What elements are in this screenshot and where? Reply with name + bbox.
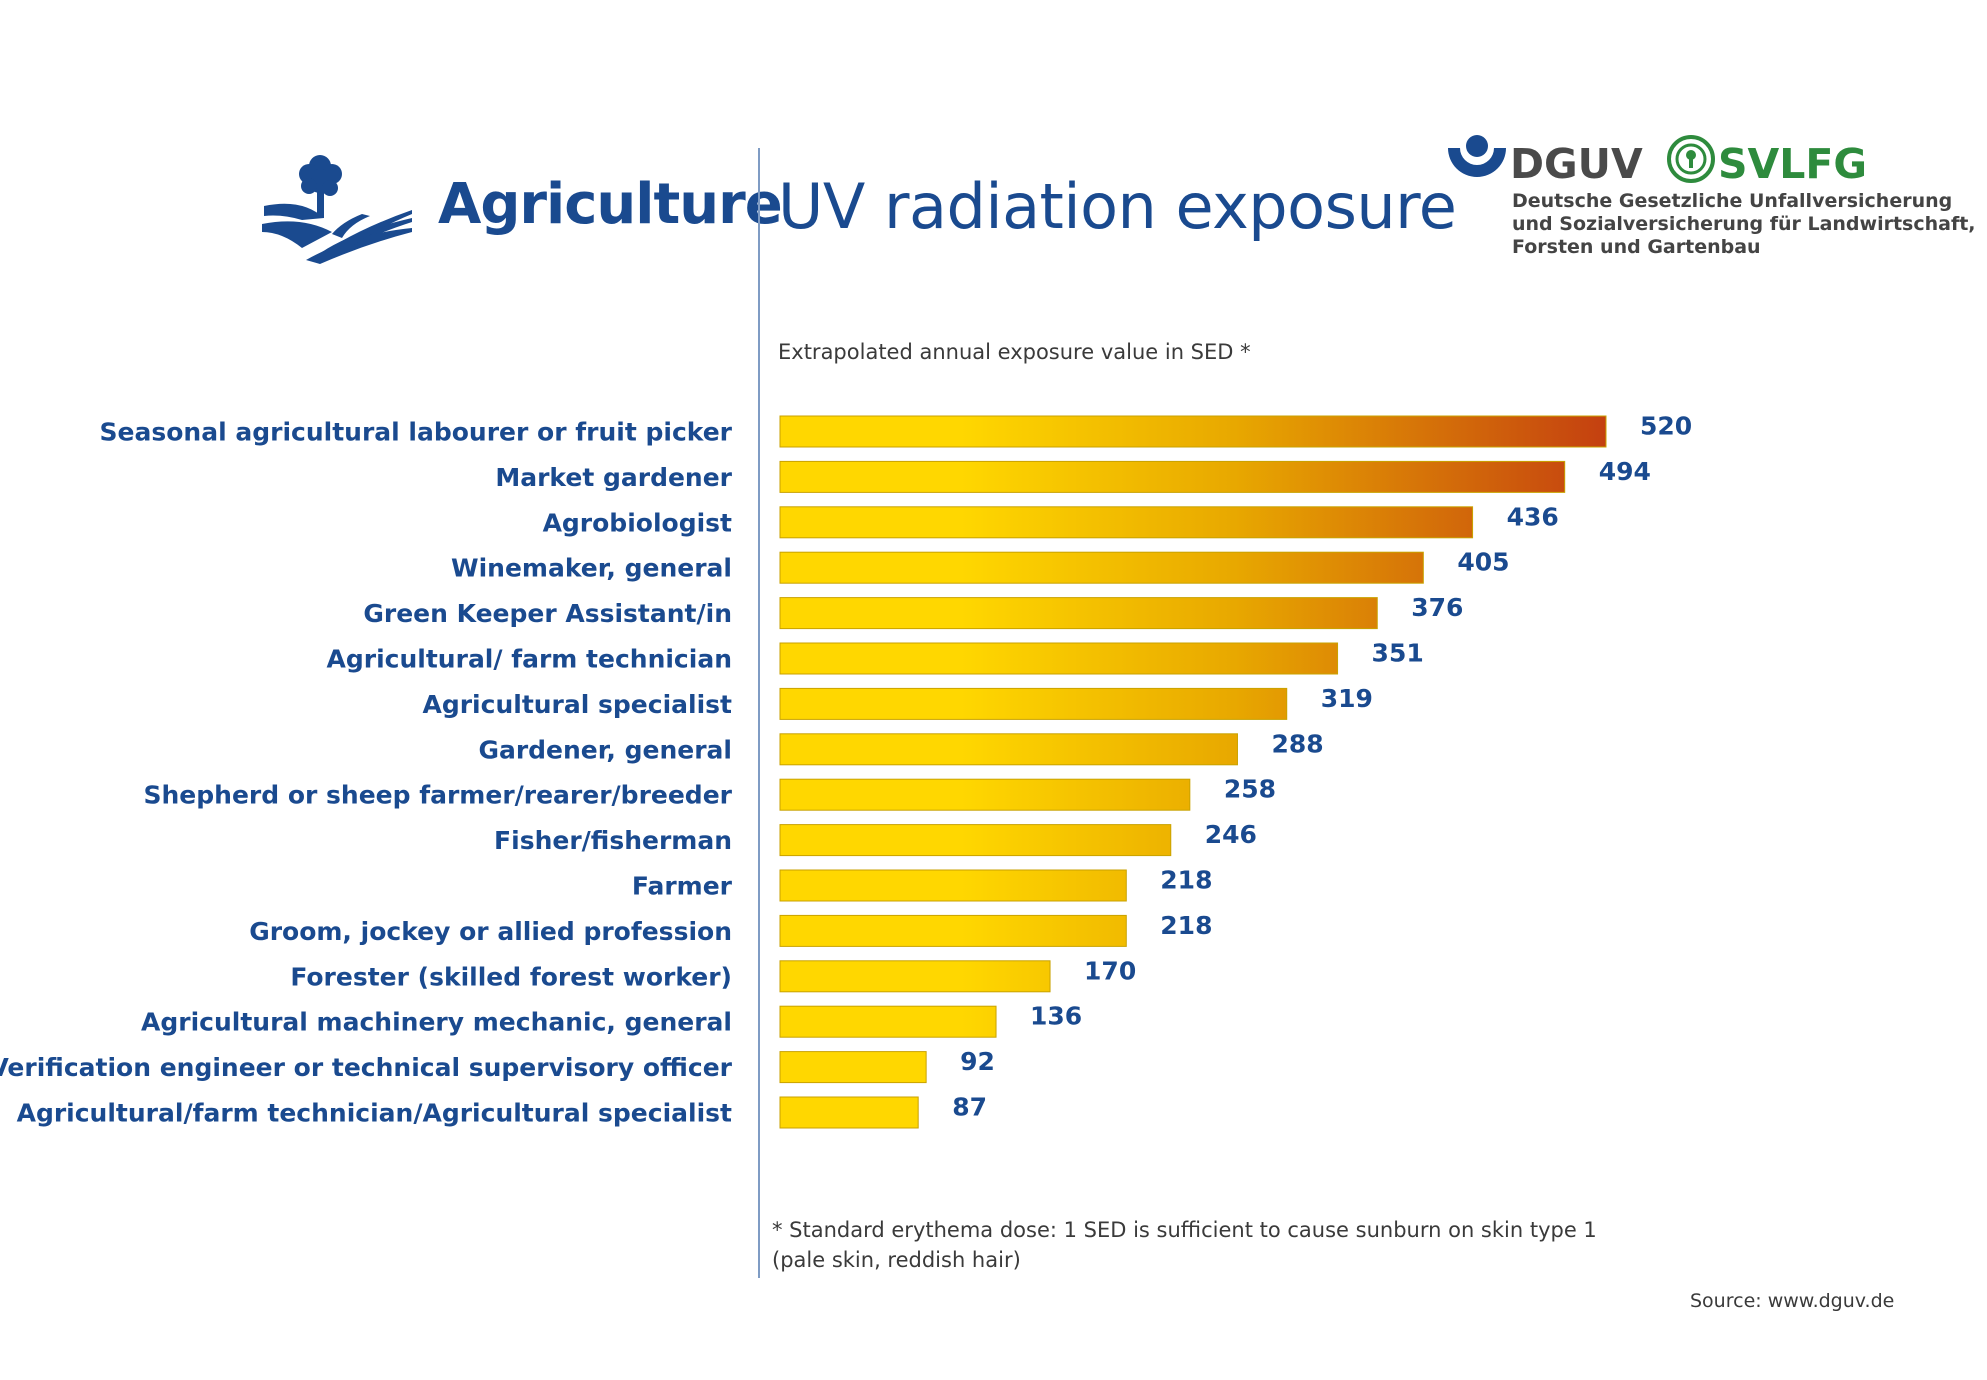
dguv-emblem-icon: [1448, 135, 1506, 177]
source-credit: Source: www.dguv.de: [1690, 1290, 1895, 1312]
value-label: 436: [1507, 502, 1559, 531]
value-label: 218: [1160, 911, 1212, 940]
value-label: 405: [1457, 548, 1509, 577]
value-label: 494: [1599, 457, 1651, 486]
section-title: Agriculture: [438, 172, 783, 237]
value-label: 170: [1084, 956, 1136, 985]
footnote: * Standard erythema dose: 1 SED is suffi…: [772, 1215, 1652, 1275]
page-title: UV radiation exposure: [778, 170, 1457, 243]
svlfg-logo-text: SVLFG: [1718, 140, 1868, 188]
category-label: Agricultural specialist: [422, 690, 732, 719]
value-label: 87: [952, 1093, 987, 1122]
bar: [779, 642, 1339, 675]
bar: [779, 460, 1566, 493]
chart-title: Extrapolated annual exposure value in SE…: [778, 340, 1251, 364]
category-label: Forester (skilled forest worker): [290, 962, 732, 991]
category-label: Market gardener: [495, 463, 732, 492]
value-label: 92: [960, 1047, 995, 1076]
category-label: Groom, jockey or allied profession: [249, 917, 732, 946]
bar: [779, 960, 1051, 993]
bar: [779, 1005, 997, 1038]
org-name-line-1: Deutsche Gesetzliche Unfallversicherung: [1512, 190, 1953, 212]
value-label: 319: [1321, 684, 1373, 713]
value-label: 218: [1160, 866, 1212, 895]
category-label: Agrobiologist: [543, 508, 732, 537]
bar: [779, 687, 1288, 720]
category-label: Farmer: [632, 872, 733, 901]
vertical-divider: [758, 148, 760, 1278]
bar-chart: Seasonal agricultural labourer or fruit …: [0, 412, 1692, 1129]
value-label: 136: [1030, 1002, 1082, 1031]
category-label: Agricultural machinery mechanic, general: [141, 1008, 732, 1037]
bar: [779, 824, 1172, 857]
category-label: Agricultural/ farm technician: [327, 645, 732, 674]
farm-field-tree-icon: [262, 155, 412, 264]
bar: [779, 778, 1191, 811]
value-label: 258: [1224, 775, 1276, 804]
org-name-line-2: und Sozialversicherung für Landwirtschaf…: [1512, 213, 1976, 235]
bar: [779, 1096, 919, 1129]
category-label: Verification engineer or technical super…: [0, 1053, 733, 1082]
bar: [779, 415, 1607, 448]
category-label: Winemaker, general: [451, 554, 732, 583]
category-label: Seasonal agricultural labourer or fruit …: [100, 418, 733, 447]
bar: [779, 733, 1238, 766]
value-label: 520: [1640, 412, 1692, 441]
bar: [779, 597, 1378, 630]
category-label: Shepherd or sheep farmer/rearer/breeder: [144, 781, 733, 810]
bar: [779, 506, 1474, 539]
bar: [779, 869, 1127, 902]
value-label: 246: [1205, 820, 1257, 849]
bar: [779, 551, 1424, 584]
category-label: Green Keeper Assistant/in: [363, 599, 732, 628]
dguv-logo-text: DGUV: [1510, 140, 1643, 188]
bar: [779, 1051, 927, 1084]
value-label: 351: [1372, 639, 1424, 668]
bar: [779, 914, 1127, 947]
category-label: Fisher/fisherman: [494, 826, 732, 855]
footnote-line-1: * Standard erythema dose: 1 SED is suffi…: [772, 1218, 1597, 1242]
category-label: Gardener, general: [478, 735, 732, 764]
org-name-line-3: Forsten und Gartenbau: [1512, 236, 1761, 258]
svlfg-emblem-icon: [1667, 135, 1715, 183]
footnote-line-2: (pale skin, reddish hair): [772, 1248, 1021, 1272]
value-label: 288: [1271, 729, 1323, 758]
value-label: 376: [1411, 593, 1463, 622]
category-label: Agricultural/farm technician/Agricultura…: [17, 1099, 732, 1128]
